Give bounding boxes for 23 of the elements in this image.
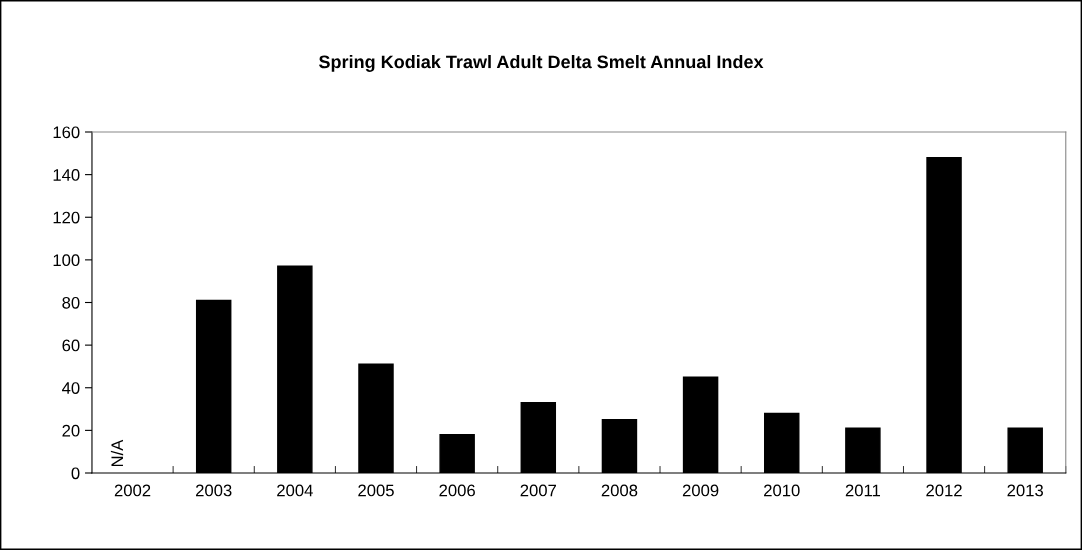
x-tick-label: 2002 [114, 484, 151, 497]
y-tick-label: 20 [62, 424, 80, 437]
y-tick-label: 120 [53, 211, 80, 224]
x-tick-label: 2005 [358, 484, 394, 497]
x-tick-label: 2006 [439, 484, 475, 497]
y-tick-label: 160 [53, 126, 80, 139]
x-tick-label: 2012 [926, 484, 962, 497]
y-tick-label: 80 [62, 296, 80, 309]
y-tick-label: 100 [53, 254, 80, 267]
x-tick-label: 2009 [682, 484, 719, 497]
y-tick-label: 0 [71, 467, 80, 480]
y-tick-label: 60 [62, 339, 80, 352]
x-tick-label: 2013 [1007, 484, 1043, 497]
y-tick-label: 140 [53, 169, 80, 181]
x-tick-label: 2004 [277, 484, 313, 497]
chart-title: Spring Kodiak Trawl Adult Delta Smelt Annual Index [318, 55, 764, 72]
x-tick-label: 2008 [601, 484, 638, 497]
x-tick-label: 2003 [196, 484, 232, 497]
x-tick-label: 2007 [520, 484, 556, 497]
annotation: N/A [110, 439, 124, 467]
x-tick-label: 2011 [845, 484, 881, 497]
y-tick-label: 40 [62, 382, 80, 394]
x-tick-label: 2010 [764, 484, 800, 497]
